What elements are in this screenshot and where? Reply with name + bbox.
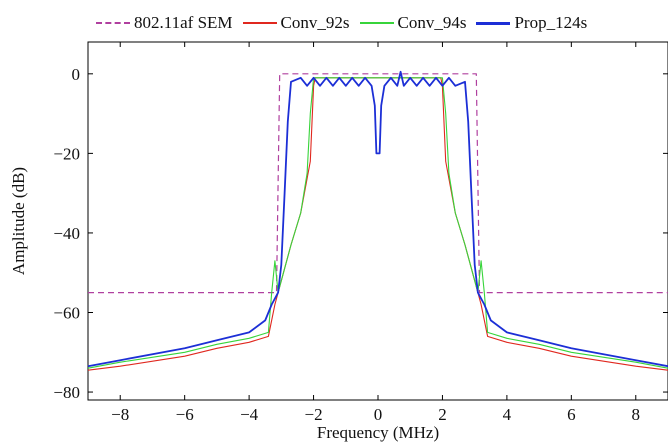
x-tick-label: −4 <box>240 405 259 424</box>
axis-ticks: −8 −6 −4 −2 0 2 4 6 80−20−40−60−80 <box>53 42 668 424</box>
x-tick-label: 6 <box>567 405 576 424</box>
legend-swatch-prop124 <box>476 21 511 25</box>
x-tick-label: 4 <box>503 405 512 424</box>
y-axis-label: Amplitude (dB) <box>9 167 28 275</box>
x-tick-label: −6 <box>176 405 194 424</box>
y-tick-label: 0 <box>72 65 81 84</box>
legend-swatch-sem <box>96 22 130 24</box>
legend-label-prop124: Prop_124s <box>514 13 588 32</box>
series-line-conv92 <box>87 77 668 371</box>
plot-frame <box>87 41 668 401</box>
x-tick-label: −2 <box>305 405 323 424</box>
legend-label-sem: 802.11af SEM <box>134 13 233 32</box>
x-tick-label: 0 <box>374 405 383 424</box>
series-group <box>87 70 668 371</box>
legend-label-conv94: Conv_94s <box>397 13 467 32</box>
legend: 802.11af SEM Conv_92s Conv_94s Prop_124s <box>96 10 587 36</box>
legend-item-conv94: Conv_94s <box>359 13 467 33</box>
series-line-conv94 <box>87 77 668 369</box>
series-line-prop124 <box>87 70 668 368</box>
legend-item-conv92: Conv_92s <box>242 13 350 33</box>
x-tick-label: 8 <box>632 405 641 424</box>
y-tick-label: −60 <box>53 303 80 322</box>
legend-label-conv92: Conv_92s <box>280 13 350 32</box>
y-tick-label: −20 <box>53 144 80 163</box>
x-axis-label: Frequency (MHz) <box>317 423 439 442</box>
series-line-sem <box>88 73 668 294</box>
legend-swatch-conv92 <box>242 22 277 24</box>
x-tick-label: −8 <box>111 405 129 424</box>
x-tick-label: 2 <box>438 405 447 424</box>
y-tick-label: −40 <box>53 224 80 243</box>
legend-item-sem: 802.11af SEM <box>96 13 233 33</box>
legend-item-prop124: Prop_124s <box>476 13 587 33</box>
y-tick-label: −80 <box>53 383 80 402</box>
legend-swatch-conv94 <box>359 22 394 24</box>
